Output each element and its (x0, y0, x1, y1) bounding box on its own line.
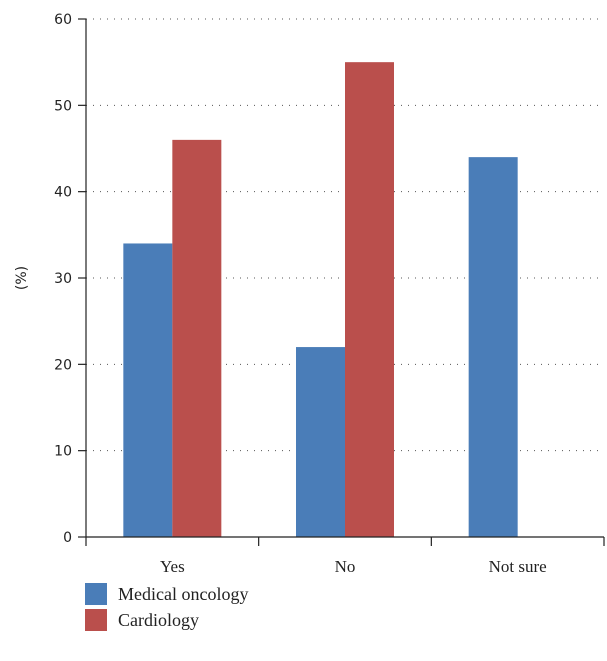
y-ticks: 0 10 20 30 40 50 60 (54, 12, 86, 546)
legend-swatch (85, 583, 107, 605)
bar-medical-oncology-not-sure (468, 157, 518, 537)
y-axis-title: (%) (14, 266, 30, 290)
bar-medical-oncology-yes (123, 243, 173, 537)
y-tick-label: 60 (54, 12, 72, 28)
y-tick-label: 30 (54, 271, 72, 287)
bar-cardiology-yes (172, 139, 222, 537)
y-tick-label: 0 (63, 530, 72, 546)
x-tick-label: Yes (160, 557, 185, 576)
bar-cardiology-no (345, 62, 394, 538)
bar-medical-oncology-no (296, 347, 345, 537)
legend-label: Medical oncology (118, 584, 248, 604)
y-tick-label: 20 (54, 357, 72, 373)
legend-swatch (85, 609, 107, 631)
bars (123, 62, 518, 538)
x-tick-label: No (335, 557, 356, 576)
legend-label: Cardiology (118, 610, 199, 630)
x-tick-label: Not sure (489, 557, 547, 576)
y-tick-label: 40 (54, 185, 72, 201)
y-tick-label: 50 (54, 98, 72, 114)
x-ticks: Yes No Not sure (85, 537, 605, 576)
legend: Medical oncology Cardiology (85, 583, 248, 631)
y-tick-label: 10 (54, 444, 72, 460)
